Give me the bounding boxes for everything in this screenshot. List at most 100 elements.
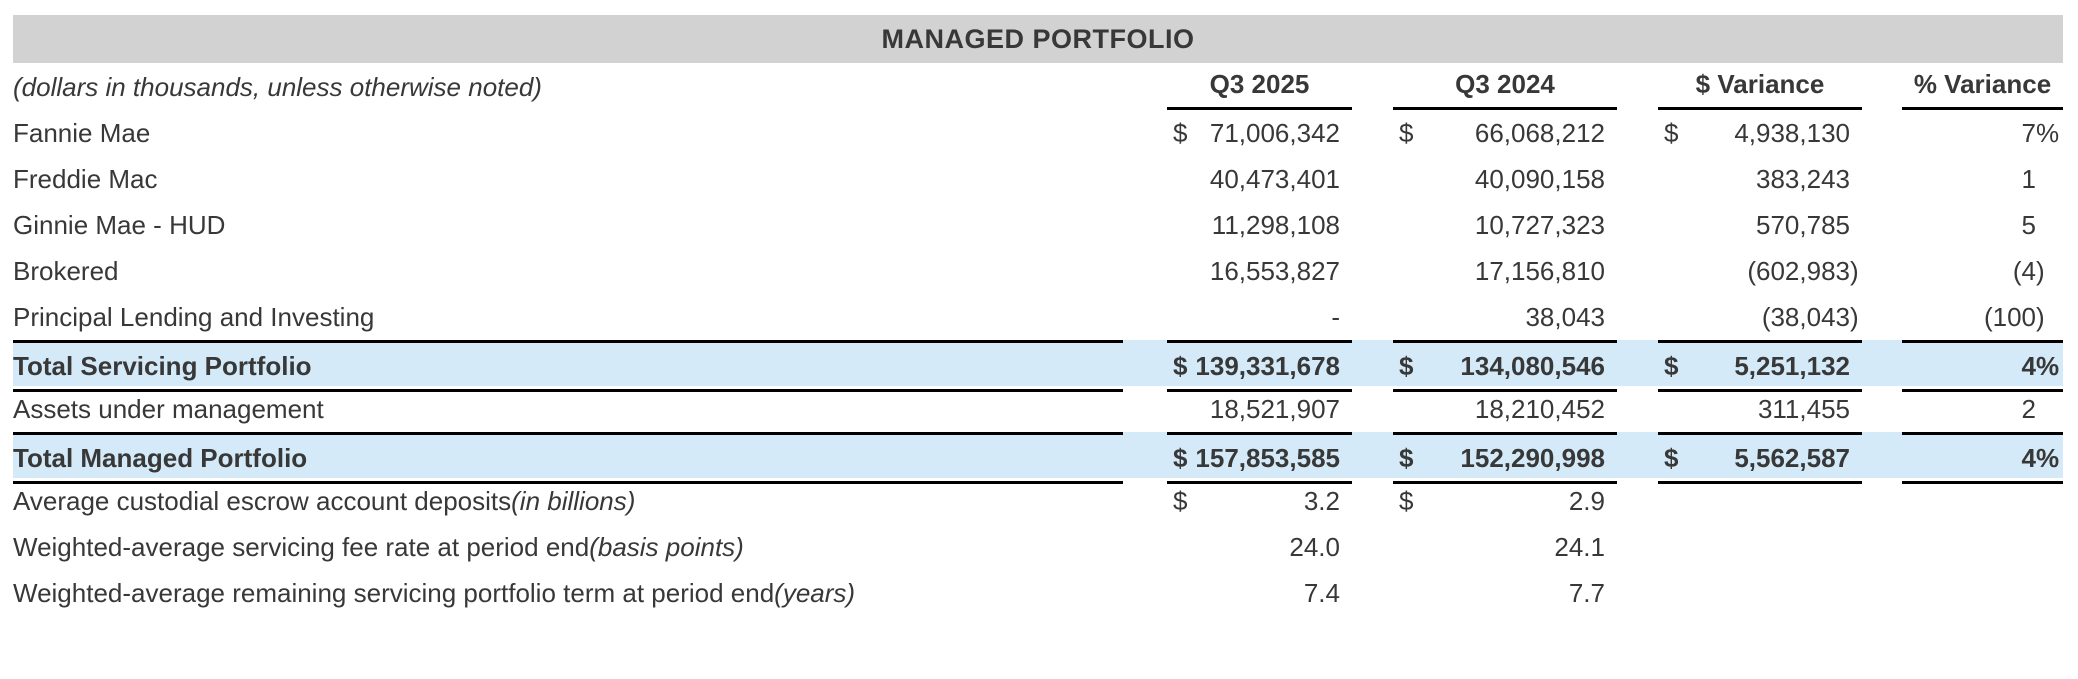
column-gap	[1617, 340, 1658, 392]
cell-q3-2024: $2.9	[1393, 478, 1617, 524]
column-gap	[1617, 570, 1658, 616]
cell-value-suffix	[1850, 443, 1862, 474]
row-label-note: (in billions)	[511, 485, 636, 516]
cell-value: 4	[2021, 350, 2036, 381]
cell-percent-variance	[1902, 524, 2063, 570]
cell-value: 134,080,546	[1460, 350, 1605, 381]
cell-value: 311,455	[1757, 393, 1850, 424]
column-gap	[1862, 524, 1902, 570]
cell-value: 71,006,342	[1209, 117, 1340, 148]
cell-q3-2024: 17,156,810	[1393, 248, 1617, 294]
cell-value: (100	[1983, 301, 2036, 332]
column-header-q3-2025: Q3 2025	[1167, 63, 1352, 110]
dollar-sign: $	[1399, 117, 1414, 148]
column-gap	[1862, 63, 1902, 110]
column-gap	[1123, 570, 1167, 616]
cell-q3-2024: 40,090,158	[1393, 156, 1617, 202]
cell-value: 1	[2021, 163, 2036, 194]
cell-value: 18,210,452	[1474, 393, 1605, 424]
cell-value-suffix	[1605, 118, 1617, 149]
cell-value-suffix	[1340, 118, 1352, 149]
cell-value-suffix	[1850, 210, 1862, 241]
cell-percent-variance	[1902, 478, 2063, 524]
cell-q3-2024: $134,080,546	[1393, 340, 1617, 392]
cell-value: 157,853,585	[1195, 442, 1340, 473]
cell-value: 7	[2021, 117, 2036, 148]
column-gap	[1617, 524, 1658, 570]
cell-value-suffix	[1340, 532, 1352, 563]
column-gap	[1862, 156, 1902, 202]
total-row: Total Servicing Portfolio $139,331,678 $13…	[13, 340, 2063, 392]
cell-dollar-variance	[1658, 570, 1862, 616]
column-gap	[1123, 478, 1167, 524]
cell-value: 5,562,587	[1734, 442, 1850, 473]
cell-value-suffix: %	[2036, 117, 2060, 148]
dollar-sign: $	[1664, 117, 1679, 148]
cell-value-suffix: )	[1850, 301, 1859, 332]
cell-value-suffix	[1340, 302, 1352, 333]
column-gap	[1617, 202, 1658, 248]
column-gap	[1352, 110, 1393, 156]
column-gap	[1352, 202, 1393, 248]
column-gap	[1352, 570, 1393, 616]
row-label: Ginnie Mae - HUD	[13, 209, 226, 240]
column-gap	[1352, 156, 1393, 202]
column-header-percent-variance: % Variance	[1902, 63, 2063, 110]
cell-value: 40,473,401	[1209, 163, 1340, 194]
table-title-bar: MANAGED PORTFOLIO	[13, 15, 2063, 63]
row-label-note: (years)	[774, 577, 856, 608]
column-gap	[1352, 294, 1393, 340]
column-gap	[1352, 63, 1393, 110]
column-gap	[1617, 110, 1658, 156]
column-header-dollar-variance: $ Variance	[1658, 63, 1862, 110]
cell-q3-2024: $66,068,212	[1393, 110, 1617, 156]
cell-q3-2024: 24.1	[1393, 524, 1617, 570]
cell-value-suffix	[1340, 578, 1352, 609]
column-gap	[1123, 524, 1167, 570]
cell-value: 24.1	[1554, 531, 1605, 562]
cell-value: 3.2	[1303, 485, 1340, 516]
cell-value-suffix	[1605, 256, 1617, 287]
cell-value-suffix	[1850, 394, 1862, 425]
cell-value: 4	[2021, 442, 2036, 473]
cell-dollar-variance: 570,785	[1658, 202, 1862, 248]
cell-value: 40,090,158	[1474, 163, 1605, 194]
cell-value-suffix	[1340, 394, 1352, 425]
cell-value-suffix: )	[1850, 255, 1859, 286]
cell-dollar-variance: 383,243	[1658, 156, 1862, 202]
row-label: Brokered	[13, 255, 119, 286]
cell-percent-variance: (4)	[1902, 248, 2063, 294]
cell-q3-2025: $139,331,678	[1167, 340, 1352, 392]
cell-dollar-variance: $5,251,132	[1658, 340, 1862, 392]
cell-q3-2024: 7.7	[1393, 570, 1617, 616]
column-gap	[1862, 340, 1902, 392]
column-gap	[1617, 294, 1658, 340]
cell-value: 2.9	[1568, 485, 1605, 516]
column-gap	[1862, 386, 1902, 432]
cell-value: 5,251,132	[1734, 350, 1850, 381]
cell-value-suffix	[1605, 302, 1617, 333]
column-gap	[1862, 294, 1902, 340]
cell-value-suffix	[1340, 443, 1352, 474]
cell-value: 66,068,212	[1474, 117, 1605, 148]
cell-dollar-variance: 311,455	[1658, 386, 1862, 432]
cell-q3-2025: $3.2	[1167, 478, 1352, 524]
cell-q3-2025: 11,298,108	[1167, 202, 1352, 248]
dollar-sign: $	[1664, 350, 1679, 381]
cell-q3-2025: 16,553,827	[1167, 248, 1352, 294]
table-row: Brokered 16,553,827 17,156,810 (602,983) (4)	[13, 248, 2063, 294]
cell-value-suffix	[1605, 351, 1617, 382]
cell-q3-2024: $152,290,998	[1393, 432, 1617, 484]
column-gap	[1862, 248, 1902, 294]
column-gap	[1352, 432, 1393, 484]
dollar-sign: $	[1399, 442, 1414, 473]
table-body: Fannie Mae $71,006,342 $66,068,212 $4,938,1…	[13, 110, 2063, 616]
row-label: Weighted-average remaining servicing por…	[13, 577, 856, 608]
cell-value-suffix	[1340, 164, 1352, 195]
cell-value: 7.4	[1303, 577, 1340, 608]
cell-percent-variance: 4%	[1902, 340, 2063, 392]
table-row: Average custodial escrow account deposit…	[13, 478, 2063, 524]
column-gap	[1617, 248, 1658, 294]
table-row: Freddie Mac 40,473,401 40,090,158 383,243 1	[13, 156, 2063, 202]
cell-value: 38,043	[1525, 301, 1605, 332]
